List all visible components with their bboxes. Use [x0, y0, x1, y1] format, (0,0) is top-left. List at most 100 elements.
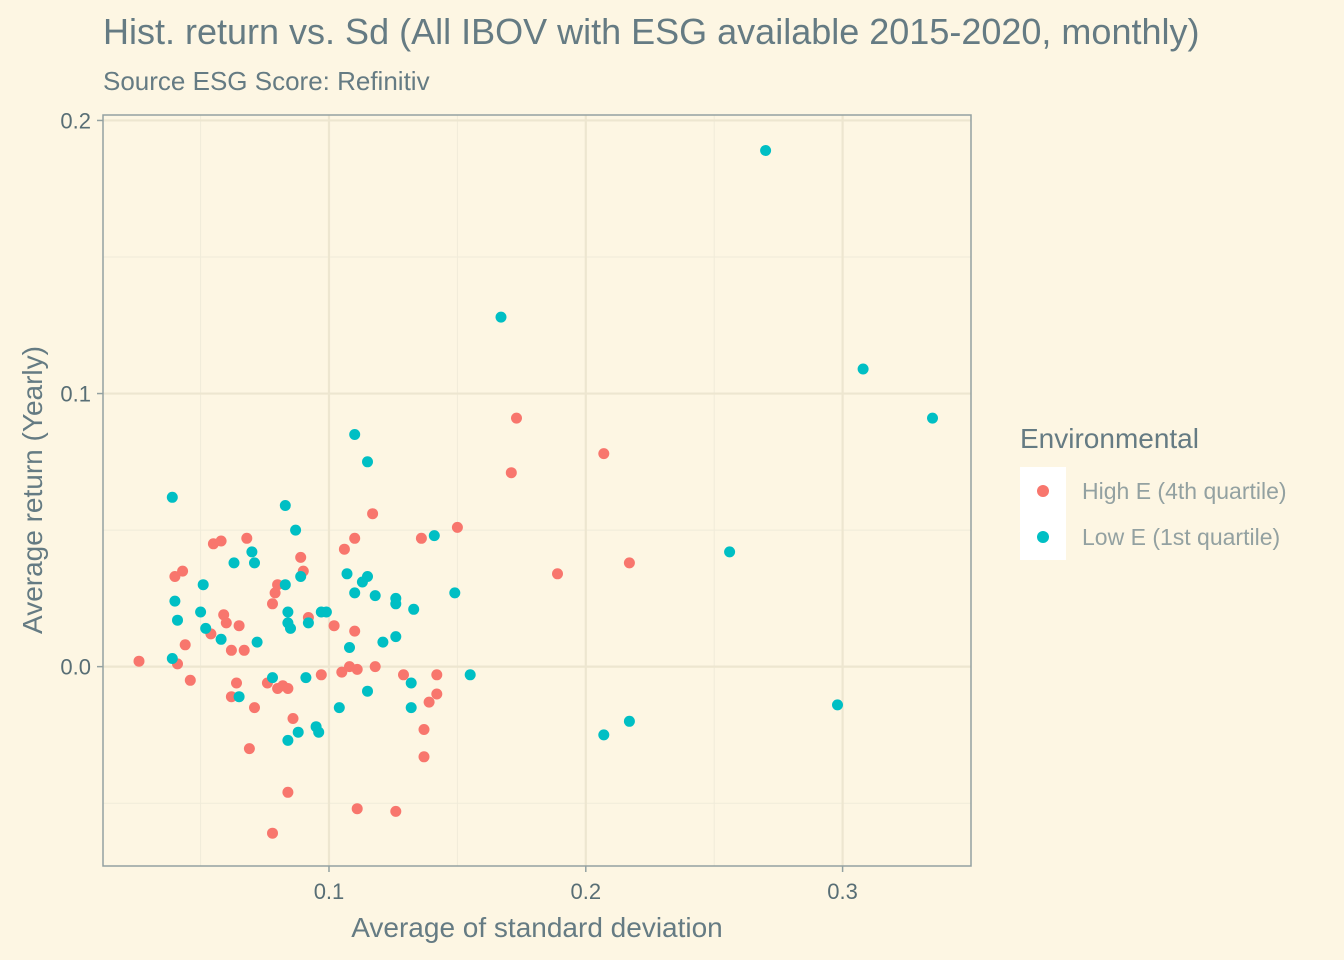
point-low-e [377, 636, 389, 648]
plot-panel [103, 115, 971, 866]
point-low-e [249, 557, 260, 569]
point-low-e [405, 677, 417, 689]
point-high-e [282, 683, 294, 694]
point-high-e [511, 412, 522, 424]
point-low-e [390, 598, 402, 610]
legend: Environmental High E (4th quartile) Low … [1020, 423, 1287, 560]
point-low-e [282, 734, 294, 746]
point-low-e [623, 715, 635, 727]
y-tick-label: 0.1 [60, 382, 91, 407]
point-high-e [552, 568, 563, 580]
point-high-e [215, 535, 227, 547]
point-high-e [169, 571, 181, 582]
point-high-e [623, 557, 635, 569]
y-tick-label: 0.2 [60, 108, 91, 133]
point-high-e [505, 467, 517, 479]
point-low-e [362, 685, 373, 697]
point-high-e [241, 532, 253, 544]
point-low-e [428, 530, 440, 542]
point-low-e [279, 579, 291, 591]
point-high-e [415, 532, 427, 544]
minor-gridlines [103, 115, 971, 866]
point-low-e [282, 606, 294, 618]
point-low-e [598, 729, 610, 741]
legend-key-high-e [1037, 485, 1049, 497]
x-tick-label: 0.1 [314, 879, 345, 904]
point-high-e [225, 691, 237, 703]
point-low-e [832, 699, 843, 711]
point-high-e [315, 669, 327, 681]
point-high-e [598, 448, 610, 460]
major-gridlines [103, 115, 971, 866]
y-axis-title: Average return (Yearly) [17, 346, 48, 634]
point-low-e [349, 429, 361, 440]
point-high-e [184, 674, 196, 686]
point-high-e [451, 521, 463, 533]
legend-title: Environmental [1020, 423, 1199, 454]
point-high-e [390, 805, 402, 817]
point-high-e [336, 666, 348, 678]
point-low-e [300, 672, 312, 684]
point-low-e [290, 524, 302, 536]
point-high-e [179, 639, 191, 651]
point-high-e [349, 532, 361, 544]
point-low-e [362, 456, 373, 468]
point-low-e [333, 702, 345, 714]
point-high-e [267, 827, 278, 839]
point-high-e [220, 617, 232, 629]
point-low-e [285, 622, 296, 634]
point-low-e [279, 500, 291, 511]
point-low-e [313, 726, 325, 738]
point-high-e [295, 551, 307, 563]
point-low-e [760, 145, 772, 156]
point-low-e [197, 579, 209, 591]
point-low-e [251, 636, 263, 648]
point-high-e [423, 696, 435, 708]
point-low-e [464, 669, 476, 681]
point-low-e [369, 590, 381, 602]
legend-label-high-e: High E (4th quartile) [1082, 478, 1287, 504]
point-low-e [495, 311, 507, 323]
point-low-e [405, 702, 417, 714]
point-low-e [166, 491, 178, 503]
point-low-e [724, 546, 736, 558]
point-low-e [449, 587, 461, 599]
point-low-e [169, 595, 181, 607]
point-high-e [369, 661, 381, 673]
x-tick-label: 0.3 [827, 879, 858, 904]
point-low-e [390, 631, 402, 643]
point-low-e [267, 672, 278, 684]
point-high-e [243, 743, 255, 755]
point-low-e [172, 614, 183, 626]
point-high-e [231, 677, 242, 689]
axis-ticks: 0.1 0.2 0.3 0.0 0.1 0.2 [60, 108, 857, 904]
point-high-e [338, 543, 350, 555]
x-axis-title: Average of standard deviation [351, 912, 723, 943]
point-high-e [282, 786, 294, 798]
point-high-e [133, 655, 145, 667]
point-low-e [295, 571, 307, 582]
point-high-e [431, 669, 443, 681]
point-high-e [272, 579, 284, 591]
point-low-e [292, 726, 304, 738]
point-low-e [166, 653, 178, 664]
point-low-e [341, 568, 353, 580]
point-high-e [328, 620, 340, 632]
point-low-e [857, 363, 869, 375]
chart-title: Hist. return vs. Sd (All IBOV with ESG a… [103, 11, 1199, 52]
point-low-e [349, 587, 361, 599]
chart-subtitle: Source ESG Score: Refinitiv [103, 66, 430, 96]
point-low-e [215, 633, 227, 645]
point-low-e [320, 606, 332, 618]
point-low-e [408, 603, 420, 615]
point-high-e [238, 644, 250, 656]
point-low-e [302, 617, 314, 629]
point-high-e [367, 508, 379, 520]
point-low-e [228, 557, 240, 569]
point-low-e [200, 622, 212, 634]
point-high-e [233, 620, 245, 632]
y-tick-label: 0.0 [60, 655, 91, 680]
point-high-e [351, 663, 363, 675]
point-high-e [225, 644, 237, 656]
